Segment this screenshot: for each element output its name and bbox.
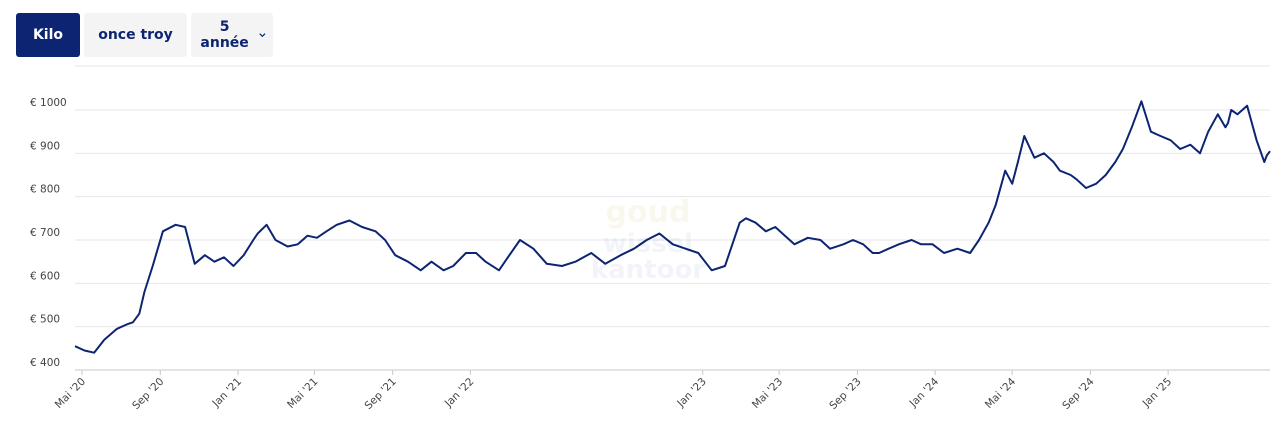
watermark-line-2: wissel [603, 229, 693, 259]
y-axis: € 400 € 500 € 600 € 700 € 800 € 900 € 1000 [30, 97, 67, 369]
x-tick-label: Mai '20 [53, 376, 88, 411]
unit-period-toolbar: Kilo once troy 5 année [16, 13, 273, 57]
x-tick-label: Jan '25 [1140, 376, 1174, 410]
y-tick-label: € 700 [30, 227, 60, 239]
x-tick-label: Jan '23 [674, 376, 708, 410]
once-troy-button[interactable]: once troy [84, 13, 187, 57]
y-tick-label: € 1000 [30, 97, 67, 109]
price-series-line [74, 100, 1271, 354]
y-tick-label: € 400 [30, 357, 60, 369]
x-tick-label: Mai '24 [983, 375, 1019, 411]
x-tick-label: Mai '23 [750, 376, 785, 411]
period-select-label: 5 année [200, 19, 249, 51]
x-tick-label: Jan '22 [442, 376, 476, 410]
y-tick-label: € 600 [30, 270, 60, 282]
watermark-line-1: goud [606, 195, 691, 230]
kilo-button[interactable]: Kilo [16, 13, 80, 57]
x-axis: Mai '20 Sep '20 Jan '21 Mai '21 Sep '21 Jan '… [53, 369, 1270, 412]
x-tick-label: Sep '21 [362, 376, 398, 412]
watermark-logo: goud wissel kantoor [591, 195, 705, 285]
x-tick-label: Mai '21 [285, 376, 320, 411]
x-tick-label: Sep '23 [827, 376, 863, 412]
chevron-down-icon [259, 33, 266, 38]
x-tick-label: Jan '24 [907, 375, 942, 410]
y-tick-label: € 800 [30, 184, 60, 196]
y-tick-label: € 900 [30, 140, 60, 152]
x-tick-label: Sep '24 [1060, 375, 1097, 412]
x-tick-label: Jan '21 [210, 376, 244, 410]
y-tick-label: € 500 [30, 314, 60, 326]
period-select[interactable]: 5 année [191, 13, 273, 57]
x-tick-label: Sep '20 [130, 376, 166, 412]
watermark-line-3: kantoor [591, 255, 705, 285]
